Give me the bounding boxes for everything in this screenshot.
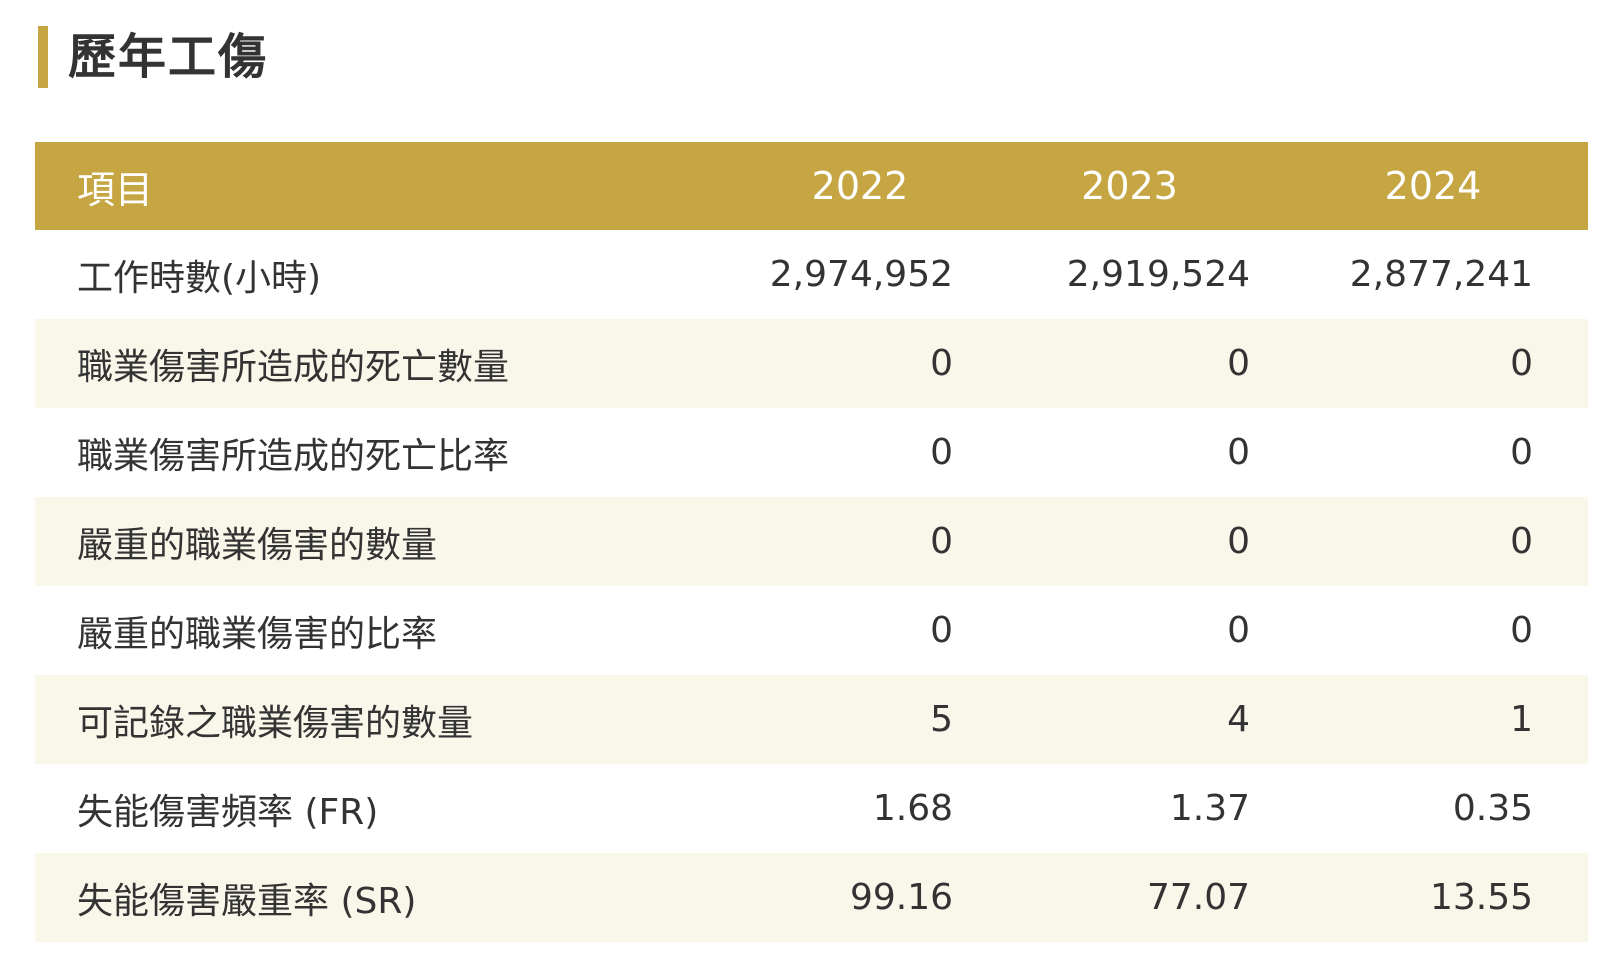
- cell-value: 0: [1510, 432, 1533, 473]
- page-title: 歷年工傷: [68, 29, 269, 85]
- cell-value: 0: [1278, 319, 1588, 408]
- cell-value: 0: [930, 610, 953, 651]
- table-row: 失能傷害嚴重率 (SR) 99.16 77.07 13.55: [35, 853, 1588, 942]
- cell-value: 1: [1278, 675, 1588, 764]
- row-label: 可記錄之職業傷害的數量: [35, 675, 739, 764]
- table-row: 工作時數(小時) 2,974,952 2,919,524 2,877,241: [35, 230, 1588, 319]
- cell-value: 0: [739, 497, 981, 586]
- row-label: 失能傷害頻率 (FR): [77, 791, 379, 833]
- cell-value: 1.68: [872, 788, 953, 829]
- row-label: 失能傷害嚴重率 (SR): [35, 853, 739, 942]
- table-row: 失能傷害頻率 (FR) 1.68 1.37 0.35: [35, 764, 1588, 853]
- cell-value: 0: [981, 319, 1278, 408]
- row-label: 嚴重的職業傷害的比率: [77, 613, 438, 655]
- row-label: 職業傷害所造成的死亡比率: [77, 435, 510, 477]
- cell-value: 99.16: [739, 853, 981, 942]
- cell-value: 13.55: [1278, 853, 1588, 942]
- cell-value: 0: [1227, 432, 1250, 473]
- title-accent-bar: [38, 26, 48, 88]
- row-label: 嚴重的職業傷害的數量: [35, 497, 739, 586]
- cell-value: 2,974,952: [769, 254, 953, 295]
- cell-value: 2,919,524: [1066, 254, 1250, 295]
- table-row: 嚴重的職業傷害的比率 0 0 0: [35, 586, 1588, 675]
- table-row: 可記錄之職業傷害的數量 5 4 1: [35, 675, 1588, 764]
- cell-value: 4: [981, 675, 1278, 764]
- cell-value: 0.35: [1452, 788, 1533, 829]
- occupational-injury-table: 項目 2022 2023 2024 工作時數(小時) 2,974,952 2,9…: [35, 142, 1588, 942]
- header-year-2022: 2022: [739, 142, 981, 230]
- header-item: 項目: [35, 142, 739, 230]
- cell-value: 77.07: [981, 853, 1278, 942]
- table-row: 職業傷害所造成的死亡數量 0 0 0: [35, 319, 1588, 408]
- table-header-row: 項目 2022 2023 2024: [35, 142, 1588, 230]
- cell-value: 0: [1278, 497, 1588, 586]
- cell-value: 2,877,241: [1349, 254, 1533, 295]
- cell-value: 0: [739, 319, 981, 408]
- cell-value: 0: [1227, 610, 1250, 651]
- cell-value: 0: [981, 497, 1278, 586]
- cell-value: 5: [739, 675, 981, 764]
- cell-value: 0: [1510, 610, 1533, 651]
- section-heading: 歷年工傷: [38, 26, 268, 88]
- cell-value: 0: [930, 432, 953, 473]
- header-year-2023: 2023: [981, 142, 1278, 230]
- table-row: 職業傷害所造成的死亡比率 0 0 0: [35, 408, 1588, 497]
- cell-value: 1.37: [1169, 788, 1250, 829]
- row-label: 工作時數(小時): [77, 257, 322, 299]
- row-label: 職業傷害所造成的死亡數量: [35, 319, 739, 408]
- table-row: 嚴重的職業傷害的數量 0 0 0: [35, 497, 1588, 586]
- header-year-2024: 2024: [1278, 142, 1588, 230]
